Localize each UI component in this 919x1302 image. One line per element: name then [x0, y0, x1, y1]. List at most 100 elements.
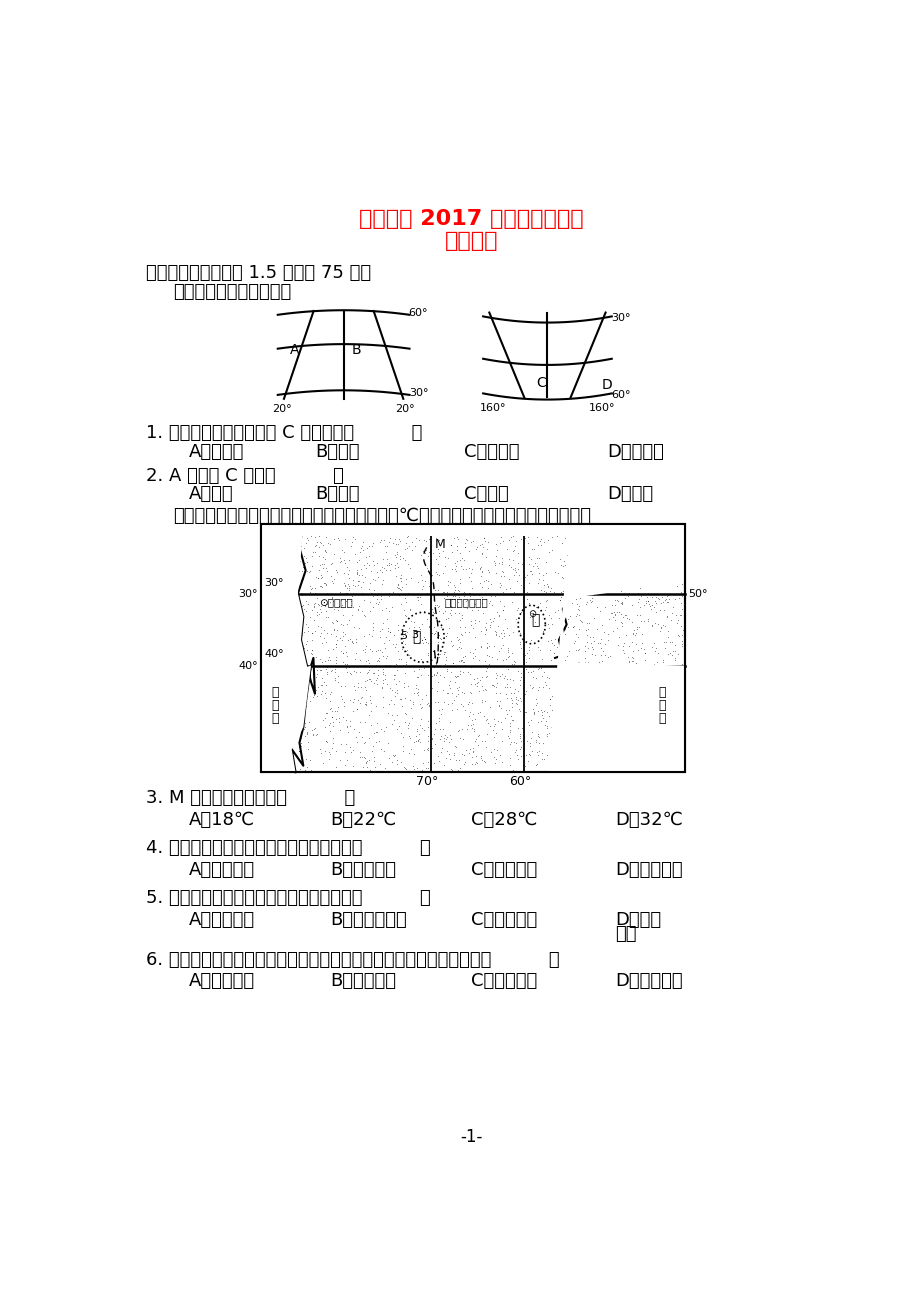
- Point: [489, 682, 504, 703]
- Point: [271, 740, 286, 760]
- Text: 太: 太: [270, 686, 278, 699]
- Point: [292, 641, 307, 661]
- Point: [645, 596, 660, 617]
- Point: [346, 691, 360, 712]
- Point: [378, 664, 392, 685]
- Point: [590, 568, 605, 589]
- Point: [329, 633, 344, 654]
- Point: [627, 536, 641, 557]
- Point: [596, 530, 610, 551]
- Point: [531, 569, 546, 590]
- Point: [652, 617, 667, 638]
- Point: [395, 727, 410, 747]
- Point: [290, 658, 305, 678]
- Point: [519, 582, 534, 603]
- Point: [618, 725, 633, 746]
- Point: [633, 663, 648, 684]
- Point: [513, 745, 528, 766]
- Point: [409, 721, 424, 742]
- Point: [273, 599, 288, 620]
- Point: [310, 516, 324, 536]
- Point: [378, 638, 392, 659]
- Point: [431, 565, 446, 586]
- Point: [291, 678, 306, 699]
- Point: [429, 564, 444, 585]
- Point: [304, 622, 319, 643]
- Point: [292, 540, 307, 561]
- Point: [488, 621, 503, 642]
- Point: [411, 659, 425, 680]
- Point: [367, 663, 381, 684]
- Point: [432, 600, 447, 621]
- Point: [358, 694, 373, 715]
- Point: [255, 626, 269, 647]
- Point: [586, 529, 601, 549]
- Point: [630, 729, 645, 750]
- Point: [511, 565, 526, 586]
- Point: [460, 598, 474, 618]
- Point: [472, 747, 487, 768]
- Point: [430, 643, 445, 664]
- Point: [584, 564, 599, 585]
- Point: [536, 700, 550, 721]
- Point: [460, 706, 475, 727]
- Point: [450, 651, 465, 672]
- Point: [466, 642, 481, 663]
- Point: [445, 652, 460, 673]
- Point: [534, 648, 549, 669]
- Point: [530, 573, 545, 594]
- Point: [549, 756, 563, 777]
- Point: [590, 633, 605, 654]
- Point: [390, 574, 404, 595]
- Point: [369, 668, 384, 689]
- Point: [586, 644, 601, 665]
- Point: [423, 560, 437, 581]
- Point: [532, 531, 547, 552]
- Point: [516, 704, 530, 725]
- Point: [374, 556, 389, 577]
- Point: [351, 549, 366, 570]
- Point: [422, 518, 437, 539]
- Point: [659, 723, 674, 743]
- Text: 2. A 点位于 C 点的（          ）: 2. A 点位于 C 点的（ ）: [146, 466, 344, 484]
- Point: [465, 703, 480, 724]
- Point: [395, 630, 410, 651]
- Point: [380, 703, 395, 724]
- Point: [603, 676, 618, 697]
- Point: [576, 573, 591, 594]
- Point: [406, 759, 421, 780]
- Point: [629, 655, 643, 676]
- Point: [529, 556, 544, 577]
- Point: [477, 530, 492, 551]
- Point: [370, 650, 385, 671]
- Point: [510, 690, 525, 711]
- Point: [478, 612, 493, 633]
- Point: [674, 631, 688, 652]
- Point: [294, 728, 309, 749]
- Point: [346, 633, 360, 654]
- Point: [466, 741, 481, 762]
- Point: [643, 615, 658, 635]
- Point: [561, 617, 575, 638]
- Point: [676, 626, 691, 647]
- Point: [471, 611, 486, 631]
- Point: [605, 620, 619, 641]
- Point: [421, 617, 436, 638]
- Point: [657, 753, 672, 773]
- Point: [302, 561, 317, 582]
- Point: [638, 715, 652, 736]
- Point: [286, 685, 301, 706]
- Point: [369, 674, 383, 695]
- Point: [569, 742, 584, 763]
- Point: [312, 738, 327, 759]
- Point: [339, 613, 354, 634]
- Point: [276, 583, 290, 604]
- Point: [478, 660, 493, 681]
- Point: [426, 624, 441, 644]
- Point: [672, 677, 686, 698]
- Point: [259, 682, 274, 703]
- Point: [502, 700, 516, 721]
- Point: [610, 634, 625, 655]
- Point: [573, 717, 587, 738]
- Point: [414, 578, 428, 599]
